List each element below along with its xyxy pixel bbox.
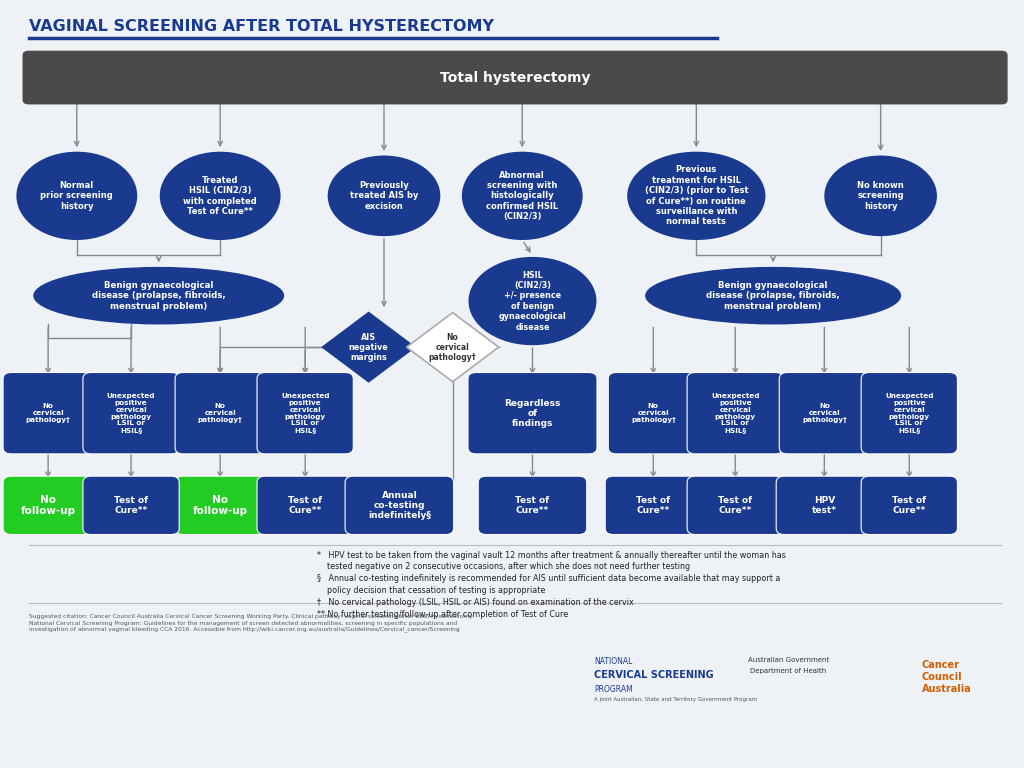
Text: Suggested citation: Cancer Council Australia Cervical Cancer Screening Working P: Suggested citation: Cancer Council Austr… <box>29 614 473 633</box>
Text: Normal
prior screening
history: Normal prior screening history <box>40 181 114 210</box>
Text: Test of
Cure**: Test of Cure** <box>515 496 550 515</box>
Text: Unexpected
positive
cervical
pathology
LSIL or
HSIL§: Unexpected positive cervical pathology L… <box>885 393 934 433</box>
Text: AIS
negative
margins: AIS negative margins <box>349 333 388 362</box>
FancyBboxPatch shape <box>861 476 957 535</box>
FancyBboxPatch shape <box>175 372 265 454</box>
Text: NATIONAL: NATIONAL <box>594 657 632 666</box>
Text: No
cervical
pathology†: No cervical pathology† <box>802 403 847 423</box>
Text: Benign gynaecological
disease (prolapse, fibroids,
menstrual problem): Benign gynaecological disease (prolapse,… <box>92 281 225 310</box>
Text: Unexpected
positive
cervical
pathology
LSIL or
HSIL§: Unexpected positive cervical pathology L… <box>106 393 156 433</box>
Ellipse shape <box>16 152 137 240</box>
FancyBboxPatch shape <box>3 372 93 454</box>
Text: No
cervical
pathology†: No cervical pathology† <box>429 333 476 362</box>
Text: No known
screening
history: No known screening history <box>857 181 904 210</box>
Text: HSIL
(CIN2/3)
+/- presence
of benign
gynaecological
disease: HSIL (CIN2/3) +/- presence of benign gyn… <box>499 270 566 332</box>
Text: Australian Government: Australian Government <box>748 657 829 663</box>
Ellipse shape <box>469 257 596 346</box>
Text: Abnormal
screening with
histologically
confirmed HSIL
(CIN2/3): Abnormal screening with histologically c… <box>486 170 558 221</box>
Text: Annual
co-testing
indefinitely§: Annual co-testing indefinitely§ <box>368 491 431 520</box>
Ellipse shape <box>824 155 937 237</box>
Text: Total hysterectomy: Total hysterectomy <box>440 71 590 84</box>
Text: Regardless
of
findings: Regardless of findings <box>504 399 561 428</box>
FancyBboxPatch shape <box>687 372 783 454</box>
FancyBboxPatch shape <box>3 476 93 535</box>
FancyBboxPatch shape <box>175 476 265 535</box>
Text: *   HPV test to be taken from the vaginal vault 12 months after treatment & annu: * HPV test to be taken from the vaginal … <box>317 551 786 619</box>
Text: Test of
Cure**: Test of Cure** <box>636 496 671 515</box>
Polygon shape <box>323 313 415 382</box>
Text: Test of
Cure**: Test of Cure** <box>114 496 148 515</box>
Ellipse shape <box>645 267 901 325</box>
Text: VAGINAL SCREENING AFTER TOTAL HYSTERECTOMY: VAGINAL SCREENING AFTER TOTAL HYSTERECTO… <box>29 19 494 35</box>
Text: No
follow-up: No follow-up <box>193 495 248 516</box>
FancyBboxPatch shape <box>608 372 698 454</box>
Ellipse shape <box>328 155 440 237</box>
Polygon shape <box>407 313 499 382</box>
Text: Treated
HSIL (CIN2/3)
with completed
Test of Cure**: Treated HSIL (CIN2/3) with completed Tes… <box>183 176 257 216</box>
FancyBboxPatch shape <box>257 476 353 535</box>
FancyBboxPatch shape <box>468 372 597 454</box>
Text: Department of Health: Department of Health <box>751 668 826 674</box>
Text: HPV
test*: HPV test* <box>812 496 837 515</box>
FancyBboxPatch shape <box>345 476 454 535</box>
Text: Test of
Cure**: Test of Cure** <box>718 496 753 515</box>
Text: CERVICAL SCREENING: CERVICAL SCREENING <box>594 670 714 680</box>
Text: Previous
treatment for HSIL
(CIN2/3) (prior to Test
of Cure**) on routine
survei: Previous treatment for HSIL (CIN2/3) (pr… <box>644 165 749 227</box>
Text: Cancer
Council
Australia: Cancer Council Australia <box>922 660 972 694</box>
Text: Previously
treated AIS by
excision: Previously treated AIS by excision <box>350 181 418 210</box>
FancyBboxPatch shape <box>83 372 179 454</box>
Text: Unexpected
positive
cervical
pathology
LSIL or
HSIL§: Unexpected positive cervical pathology L… <box>711 393 760 433</box>
FancyBboxPatch shape <box>257 372 353 454</box>
Ellipse shape <box>627 152 766 240</box>
Text: No
follow-up: No follow-up <box>20 495 76 516</box>
FancyBboxPatch shape <box>861 372 957 454</box>
Text: No
cervical
pathology†: No cervical pathology† <box>631 403 676 423</box>
Ellipse shape <box>33 267 284 325</box>
Text: No
cervical
pathology†: No cervical pathology† <box>26 403 71 423</box>
FancyBboxPatch shape <box>687 476 783 535</box>
FancyBboxPatch shape <box>23 51 1008 104</box>
FancyBboxPatch shape <box>478 476 587 535</box>
Text: PROGRAM: PROGRAM <box>594 685 633 694</box>
Text: Unexpected
positive
cervical
pathology
LSIL or
HSIL§: Unexpected positive cervical pathology L… <box>281 393 330 433</box>
FancyBboxPatch shape <box>83 476 179 535</box>
Text: A joint Australian, State and Territory Government Program: A joint Australian, State and Territory … <box>594 697 757 702</box>
Text: Test of
Cure**: Test of Cure** <box>892 496 927 515</box>
Text: Test of
Cure**: Test of Cure** <box>288 496 323 515</box>
Ellipse shape <box>160 152 281 240</box>
FancyBboxPatch shape <box>605 476 701 535</box>
Text: Benign gynaecological
disease (prolapse, fibroids,
menstrual problem): Benign gynaecological disease (prolapse,… <box>707 281 840 310</box>
Text: No
cervical
pathology†: No cervical pathology† <box>198 403 243 423</box>
FancyBboxPatch shape <box>779 372 869 454</box>
FancyBboxPatch shape <box>776 476 872 535</box>
Ellipse shape <box>462 152 583 240</box>
